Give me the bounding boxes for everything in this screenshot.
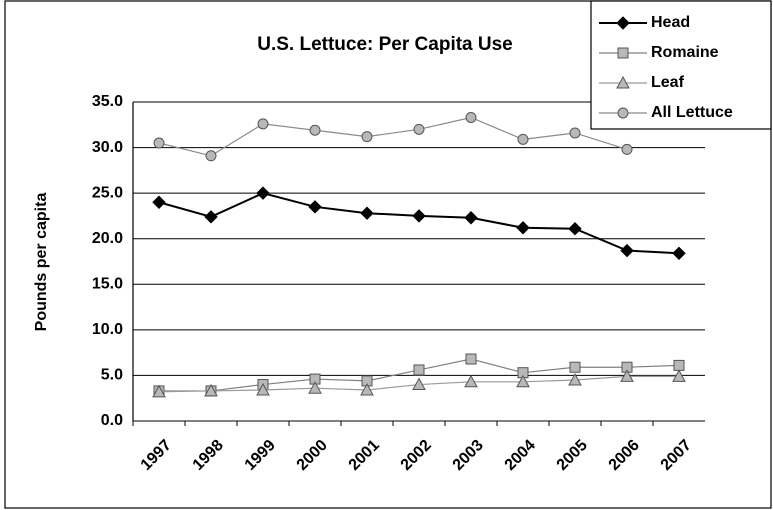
data-point (517, 133, 529, 145)
data-point (621, 143, 633, 155)
series-line (158, 116, 628, 157)
y-tick-label: 30.0 (92, 139, 123, 156)
data-point (569, 361, 581, 373)
legend-label: Head (651, 14, 690, 31)
chart-title: U.S. Lettuce: Per Capita Use (257, 34, 513, 55)
data-point (620, 369, 634, 382)
legend-label: All Lettuce (651, 104, 733, 121)
data-point (152, 195, 166, 209)
data-point (153, 137, 165, 149)
data-point (360, 206, 374, 220)
data-point (464, 374, 478, 388)
legend-marker (616, 75, 630, 89)
legend-label: Romaine (651, 44, 719, 61)
data-point (672, 369, 686, 382)
legend-marker (617, 47, 629, 59)
y-tick-label: 25.0 (92, 184, 123, 201)
y-tick-label: 5.0 (101, 367, 123, 384)
data-point (673, 359, 685, 371)
y-tick-label: 10.0 (92, 321, 123, 338)
data-point (620, 243, 634, 258)
data-point (413, 364, 425, 376)
data-point (205, 150, 217, 162)
data-point (569, 127, 581, 139)
data-point (568, 221, 582, 236)
data-point (568, 372, 582, 386)
legend-marker (617, 107, 629, 119)
data-point (465, 353, 477, 365)
data-point (465, 111, 477, 123)
data-point (152, 384, 166, 398)
data-point (204, 383, 218, 397)
y-tick-label: 0.0 (101, 412, 123, 429)
data-point (257, 118, 269, 130)
data-point (412, 209, 426, 223)
data-point (361, 131, 373, 143)
data-point (309, 124, 321, 136)
data-point (672, 246, 686, 261)
data-point (516, 221, 530, 235)
legend-label: Leaf (651, 74, 685, 91)
legend-marker (616, 16, 630, 30)
y-tick-label: 20.0 (92, 230, 123, 247)
y-axis-label: Pounds per capita (33, 193, 50, 332)
data-point (256, 382, 270, 396)
data-point (412, 377, 426, 391)
data-point (413, 123, 425, 135)
data-point (516, 374, 530, 388)
data-point (308, 381, 322, 394)
legend: Head Romaine Leaf All Lettuce (590, 0, 772, 130)
data-point (256, 186, 270, 200)
data-point (308, 200, 322, 214)
data-point (464, 211, 478, 225)
y-tick-label: 35.0 (92, 93, 123, 110)
data-point (360, 382, 374, 396)
data-point (204, 210, 218, 224)
y-tick-label: 15.0 (92, 276, 123, 293)
